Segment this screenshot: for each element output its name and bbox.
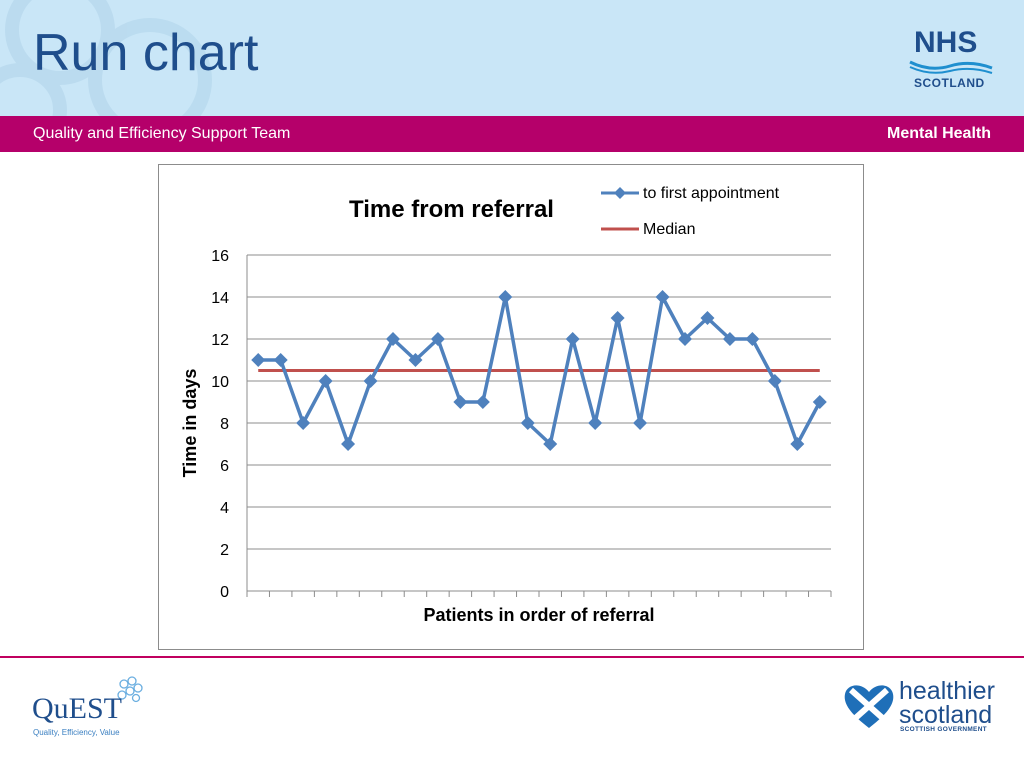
y-tick-label: 4 <box>220 500 229 517</box>
data-point <box>812 395 827 409</box>
hs-line-1: healthier <box>899 677 995 705</box>
footer-divider <box>0 656 1024 658</box>
hs-line-2: scotland <box>899 700 993 729</box>
data-point <box>498 290 513 304</box>
data-point <box>767 374 782 388</box>
run-chart: Time from referral to first appointment … <box>180 185 832 625</box>
quest-logo: QuEST Quality, Efficiency, Value <box>30 674 160 744</box>
data-point <box>453 395 468 409</box>
data-point <box>790 437 805 451</box>
data-point <box>633 416 648 430</box>
y-tick-label: 8 <box>220 416 229 433</box>
healthier-scotland-logo: healthier scotland SCOTTISH GOVERNMENT <box>843 677 1003 740</box>
data-point <box>588 416 603 430</box>
y-tick-labels: 0 2 4 6 8 10 12 14 16 <box>211 248 229 601</box>
data-point <box>678 332 692 346</box>
data-point <box>475 395 490 409</box>
data-point <box>610 311 625 325</box>
slide-title: Run chart <box>33 24 259 82</box>
bubbles-icon <box>117 676 143 703</box>
y-tick-label: 0 <box>220 584 229 601</box>
quest-tagline: Quality, Efficiency, Value <box>33 728 120 737</box>
saltire-heart-icon <box>844 685 894 728</box>
data-point <box>700 311 715 325</box>
wave-icon <box>909 60 993 74</box>
team-label: Quality and Efficiency Support Team <box>33 125 291 142</box>
data-point <box>430 332 445 346</box>
legend-series-marker <box>614 187 626 199</box>
data-point <box>386 332 400 346</box>
data-point <box>341 437 356 451</box>
data-point <box>565 332 580 346</box>
data-point <box>318 374 333 388</box>
data-point <box>655 290 670 304</box>
chart-title: Time from referral <box>349 196 554 223</box>
legend-median-label: Median <box>643 221 695 238</box>
chart-frame: Time from referral to first appointment … <box>158 164 864 650</box>
series-to-first-appointment <box>251 290 827 451</box>
section-bar: Quality and Efficiency Support Team Ment… <box>0 116 1024 152</box>
y-tick-label: 16 <box>211 248 229 265</box>
y-axis-label: Time in days <box>180 369 200 478</box>
y-tick-label: 14 <box>211 290 229 307</box>
data-point <box>408 353 423 367</box>
y-tick-label: 10 <box>211 374 229 391</box>
series-line <box>258 295 822 446</box>
data-point <box>251 353 266 367</box>
header-banner: Run chart NHS SCOTLAND <box>0 0 1024 116</box>
healthier-scotland-text: healthier scotland <box>899 677 995 729</box>
x-axis-label: Patients in order of referral <box>423 605 654 625</box>
nhs-subtitle: SCOTLAND <box>914 76 985 90</box>
y-tick-label: 2 <box>220 542 229 559</box>
data-point <box>520 416 535 430</box>
chart-legend: to first appointment Median <box>601 185 780 238</box>
scottish-government-label: SCOTTISH GOVERNMENT <box>900 726 987 733</box>
data-point <box>745 332 760 346</box>
nhs-wordmark: NHS <box>914 26 978 59</box>
legend-series-label: to first appointment <box>643 185 780 202</box>
axes <box>246 255 831 592</box>
quest-wordmark: QuEST <box>32 692 122 725</box>
x-tick-marks <box>246 591 832 597</box>
department-label: Mental Health <box>886 125 991 142</box>
decorative-swirl <box>0 0 212 116</box>
gridlines <box>247 254 831 550</box>
y-tick-label: 6 <box>220 458 229 475</box>
data-point <box>543 437 558 451</box>
data-point <box>722 332 737 346</box>
data-point <box>363 374 378 388</box>
nhs-scotland-logo: NHS SCOTLAND <box>900 28 1000 92</box>
data-point <box>296 416 311 430</box>
y-tick-label: 12 <box>211 332 229 349</box>
data-point <box>273 353 288 367</box>
